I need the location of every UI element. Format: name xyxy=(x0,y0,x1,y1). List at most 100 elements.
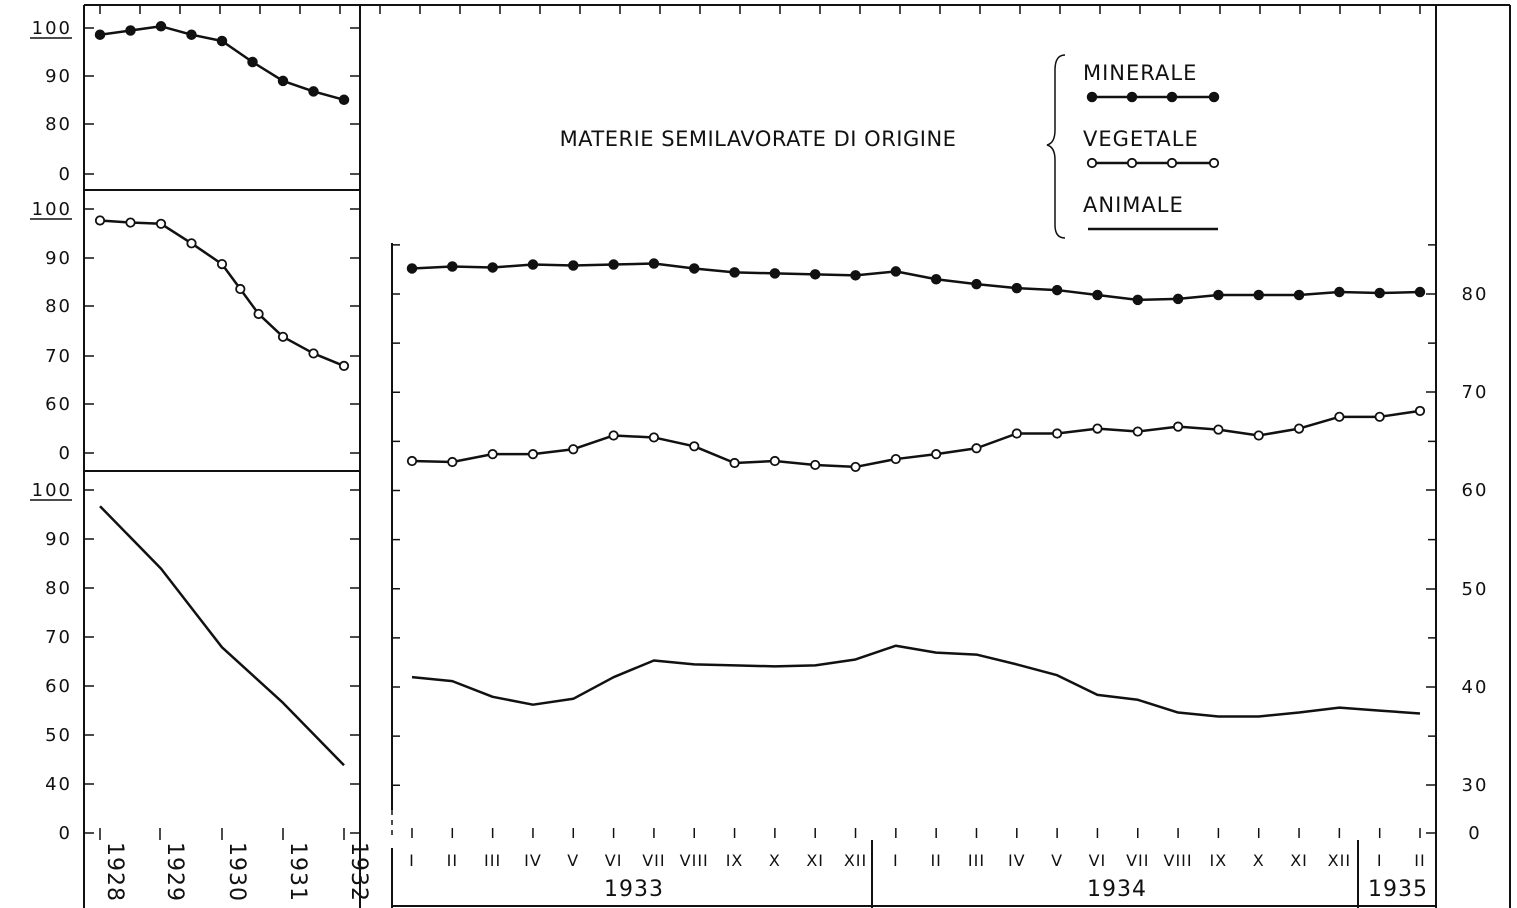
month-label: IX xyxy=(1210,851,1228,870)
data-point xyxy=(94,215,106,226)
right-y-tick-label: 80 xyxy=(1462,284,1489,305)
legend-marker xyxy=(1166,157,1178,169)
data-point xyxy=(1092,289,1103,301)
legend-label: VEGETALE xyxy=(1083,127,1199,151)
data-point xyxy=(769,268,781,279)
year-label: 1930 xyxy=(224,842,249,902)
y-tick-label: 80 xyxy=(45,296,72,317)
month-label: IV xyxy=(524,851,542,870)
month-label: I xyxy=(1377,851,1383,870)
month-label: VI xyxy=(1089,851,1107,870)
data-point xyxy=(1011,282,1023,294)
legend-marker xyxy=(1208,157,1220,169)
data-point xyxy=(308,86,319,97)
data-point xyxy=(568,260,579,271)
y-tick-label: 100 xyxy=(32,480,72,501)
year-label: 1932 xyxy=(346,842,371,902)
data-point xyxy=(155,21,167,32)
data-point xyxy=(338,94,350,106)
data-point xyxy=(608,430,619,441)
data-point xyxy=(216,35,228,47)
y-tick-label: 100 xyxy=(32,199,72,220)
y-tick-label: 50 xyxy=(45,725,72,746)
month-label: I xyxy=(893,851,899,870)
y-tick-label: 40 xyxy=(45,774,72,795)
data-point xyxy=(1374,411,1385,422)
data-point xyxy=(186,29,197,40)
year-label: 1933 xyxy=(604,877,664,902)
month-label: III xyxy=(484,851,501,870)
month-label: V xyxy=(1051,851,1063,870)
month-label: VI xyxy=(605,851,623,870)
right-y-tick-label: 60 xyxy=(1462,480,1489,501)
data-point xyxy=(1213,289,1224,301)
data-point xyxy=(1132,426,1143,437)
month-label: II xyxy=(1414,851,1425,870)
data-point xyxy=(527,259,539,270)
month-label: VII xyxy=(642,851,665,870)
month-label: I xyxy=(409,851,415,870)
right-y-tick-label: 50 xyxy=(1462,579,1489,600)
data-point xyxy=(406,263,418,274)
legend-brace xyxy=(1046,54,1066,239)
data-point xyxy=(930,274,942,285)
data-point xyxy=(648,432,660,443)
right-y-tick-label: 0 xyxy=(1468,823,1481,844)
data-point xyxy=(729,457,740,469)
data-point xyxy=(1132,294,1144,306)
data-point xyxy=(689,441,700,452)
data-point xyxy=(769,455,780,467)
legend-marker xyxy=(1126,91,1138,103)
data-point xyxy=(447,261,458,272)
data-point xyxy=(1172,293,1184,305)
month-label: VIII xyxy=(1164,851,1193,870)
month-label: IX xyxy=(726,851,744,870)
month-label: II xyxy=(930,851,941,870)
data-point xyxy=(487,449,498,460)
data-point xyxy=(850,270,861,281)
data-point xyxy=(688,263,700,274)
data-point xyxy=(1414,405,1426,417)
y-tick-label: 70 xyxy=(45,627,72,648)
data-point xyxy=(1334,286,1345,298)
y-tick-label: 60 xyxy=(45,676,72,697)
data-point xyxy=(1293,289,1305,301)
data-point xyxy=(1051,284,1063,296)
month-label: XII xyxy=(844,851,867,870)
year-label: 1928 xyxy=(102,842,127,902)
data-point xyxy=(155,218,167,229)
month-label: X xyxy=(769,851,781,870)
data-point xyxy=(608,259,619,270)
month-label: VIII xyxy=(680,851,709,870)
legend-marker xyxy=(1126,157,1138,169)
year-label: 1929 xyxy=(162,842,187,902)
data-point xyxy=(1253,430,1264,441)
series-line-vegetale xyxy=(411,409,1421,469)
series-line xyxy=(99,219,345,368)
series-line-animale xyxy=(411,644,1421,718)
data-point xyxy=(527,449,539,460)
data-point xyxy=(809,269,821,280)
y-tick-label: 60 xyxy=(45,394,72,415)
y-tick-label: 90 xyxy=(45,66,72,87)
month-label: II xyxy=(447,851,458,870)
data-point xyxy=(890,453,901,465)
series-line-minerale xyxy=(411,262,1421,302)
data-point xyxy=(810,459,821,471)
y-tick-label: 0 xyxy=(59,443,72,464)
month-label: XI xyxy=(1290,851,1308,870)
month-label: III xyxy=(968,851,985,870)
data-point xyxy=(1172,421,1184,432)
y-tick-label: 100 xyxy=(32,18,72,39)
data-point xyxy=(1414,286,1426,298)
y-tick-label: 0 xyxy=(59,823,72,844)
data-point xyxy=(568,444,579,455)
legend-marker xyxy=(1086,157,1098,169)
data-point xyxy=(94,29,106,40)
data-point xyxy=(1374,287,1385,299)
data-point xyxy=(277,331,289,342)
data-point xyxy=(235,283,246,295)
month-label: X xyxy=(1253,851,1265,870)
data-point xyxy=(850,461,861,473)
